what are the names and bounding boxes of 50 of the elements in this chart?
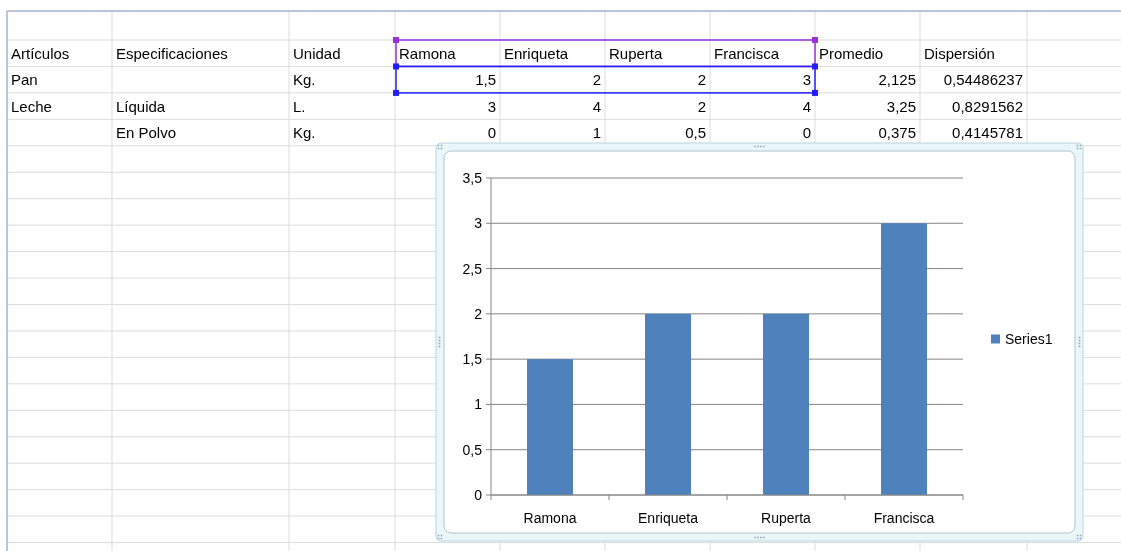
text: 2 — [697, 97, 706, 115]
category-label: Dispersión — [924, 44, 995, 62]
category-label: Ruperta — [609, 44, 664, 62]
text: 4 — [802, 97, 811, 115]
text: 3 — [802, 71, 811, 89]
category-label: Ramona — [399, 44, 457, 62]
x-tick-label: Ruperta — [761, 510, 812, 526]
category-label: Unidad — [293, 44, 341, 62]
y-tick-label: 3 — [474, 215, 483, 232]
text: L. — [293, 97, 306, 115]
text: 3 — [487, 97, 496, 115]
text: Pan — [11, 71, 38, 89]
text: En Polvo — [116, 124, 177, 142]
text: 2 — [592, 71, 601, 89]
bar — [526, 359, 574, 495]
category-label: Artículos — [11, 44, 70, 62]
category-label: Especificaciones — [116, 44, 228, 62]
x-tick-label: Francisca — [873, 510, 935, 526]
text: 0,4145781 — [952, 124, 1023, 142]
category-label: Enriqueta — [504, 44, 569, 62]
y-tick-label: 2 — [474, 305, 483, 322]
bar — [762, 313, 810, 495]
text: 0,54486237 — [943, 71, 1023, 89]
text: Líquida — [116, 97, 166, 115]
bar — [644, 313, 692, 495]
category-label: Promedio — [819, 44, 884, 62]
text: 2 — [697, 71, 706, 89]
text: 0,5 — [685, 124, 706, 142]
text: Kg. — [293, 124, 316, 142]
text: 0 — [487, 124, 496, 142]
y-tick-label: 0 — [474, 487, 483, 503]
y-tick-label: 0,5 — [462, 441, 483, 458]
text: 0,8291562 — [952, 97, 1023, 115]
y-tick-label: 3,5 — [462, 170, 483, 186]
text: Leche — [11, 97, 52, 115]
legend-label: Series1 — [1005, 331, 1053, 347]
y-tick-label: 2,5 — [462, 260, 483, 277]
y-tick-label: 1,5 — [462, 351, 483, 368]
x-tick-label: Enriqueta — [638, 510, 699, 526]
category-label: Francisca — [714, 44, 780, 62]
x-tick-label: Ramona — [523, 510, 577, 526]
text: 1 — [592, 124, 601, 142]
bar — [880, 223, 928, 495]
y-tick-label: 1 — [474, 396, 483, 413]
text: 0 — [802, 124, 811, 142]
text: Kg. — [293, 71, 316, 89]
text: 0,375 — [878, 124, 916, 142]
text: 4 — [592, 97, 601, 115]
text: 3,25 — [886, 97, 916, 115]
text: 2,125 — [878, 71, 916, 89]
